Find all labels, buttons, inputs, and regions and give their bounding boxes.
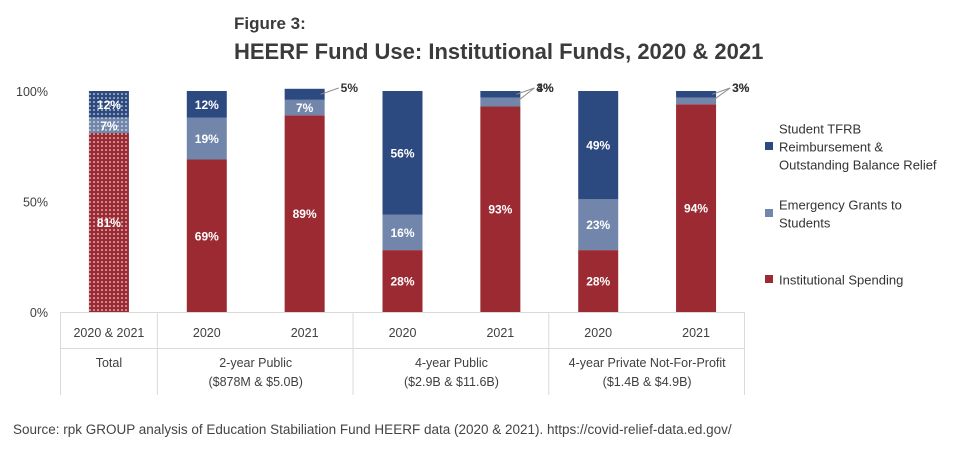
bar-segment	[578, 250, 619, 312]
data-label: 69%	[195, 229, 219, 243]
bar-segment	[480, 91, 521, 98]
group-label: 4-year Public	[415, 356, 488, 370]
bar-segment	[382, 250, 423, 312]
group-sublabel: ($878M & $5.0B)	[208, 375, 303, 389]
legend-swatch	[765, 142, 773, 150]
bar-segment	[284, 99, 325, 116]
bar-segment	[284, 115, 325, 312]
data-label: 19%	[195, 132, 219, 146]
chart-title: HEERF Fund Use: Institutional Funds, 202…	[234, 39, 764, 64]
x-tick-label: 2020	[193, 326, 221, 340]
bar-segment	[88, 132, 129, 312]
callout-line	[516, 87, 535, 95]
callout-line	[516, 87, 535, 103]
x-tick-label: 2020	[389, 326, 417, 340]
bar-segment	[382, 214, 423, 251]
data-label: 28%	[586, 275, 610, 289]
data-label: 7%	[296, 101, 314, 115]
callout-line	[320, 87, 339, 95]
bar-segment	[284, 88, 325, 100]
legend-label: Outstanding Balance Relief	[779, 158, 937, 173]
data-label: 3%	[732, 81, 750, 95]
bar-segment	[88, 117, 129, 133]
data-label: 56%	[390, 146, 414, 160]
group-label: 2-year Public	[219, 356, 292, 370]
data-label: 23%	[586, 218, 610, 232]
data-label: 28%	[390, 275, 414, 289]
legend-label: Institutional Spending	[779, 273, 903, 288]
callout-line	[711, 87, 731, 95]
x-tick-label: 2021	[486, 326, 514, 340]
data-label: 4%	[536, 81, 554, 95]
bar-segment	[186, 159, 227, 312]
legend-swatch	[765, 275, 773, 283]
bar-segment	[186, 117, 227, 160]
data-label: 5%	[341, 81, 359, 95]
callout-line	[711, 87, 731, 102]
y-tick-label: 50%	[23, 196, 48, 210]
legend-label: Emergency Grants to	[779, 198, 902, 213]
bar-segment	[578, 199, 619, 251]
data-label: 12%	[97, 98, 121, 112]
data-label: 94%	[684, 202, 708, 216]
data-label: 3%	[536, 81, 554, 95]
data-label: 93%	[488, 203, 512, 217]
data-label: 89%	[293, 207, 317, 221]
bar-segment	[676, 104, 717, 312]
x-tick-label: 2020	[584, 326, 612, 340]
y-tick-label: 0%	[30, 306, 48, 320]
data-label: 49%	[586, 139, 610, 153]
x-tick-label: 2020 & 2021	[73, 326, 144, 340]
bar-segment	[186, 91, 227, 118]
source-note: Source: rpk GROUP analysis of Education …	[13, 422, 732, 437]
data-label: 7%	[100, 119, 118, 133]
data-label: 81%	[97, 216, 121, 230]
legend-label: Students	[779, 216, 831, 231]
legend-swatch	[765, 209, 773, 217]
legend-label: Student TFRB	[779, 122, 861, 137]
x-tick-label: 2021	[291, 326, 319, 340]
data-label: 16%	[390, 226, 414, 240]
figure-label: Figure 3:	[234, 14, 306, 33]
x-tick-label: 2021	[682, 326, 710, 340]
bar-segment	[88, 91, 129, 118]
data-label: 3%	[732, 81, 750, 95]
y-tick-label: 100%	[16, 85, 48, 99]
bar-segment	[676, 97, 717, 105]
group-sublabel: ($1.4B & $4.9B)	[603, 375, 692, 389]
bar-segment	[382, 91, 423, 215]
bar-segment	[480, 97, 521, 107]
group-label: Total	[96, 356, 122, 370]
bar-segment	[480, 106, 521, 312]
bar-segment	[676, 91, 717, 98]
group-sublabel: ($2.9B & $11.6B)	[404, 375, 499, 389]
group-label: 4-year Private Not-For-Profit	[569, 356, 727, 370]
legend-label: Reimbursement &	[779, 140, 883, 155]
data-label: 12%	[195, 98, 219, 112]
bar-segment	[578, 91, 619, 200]
